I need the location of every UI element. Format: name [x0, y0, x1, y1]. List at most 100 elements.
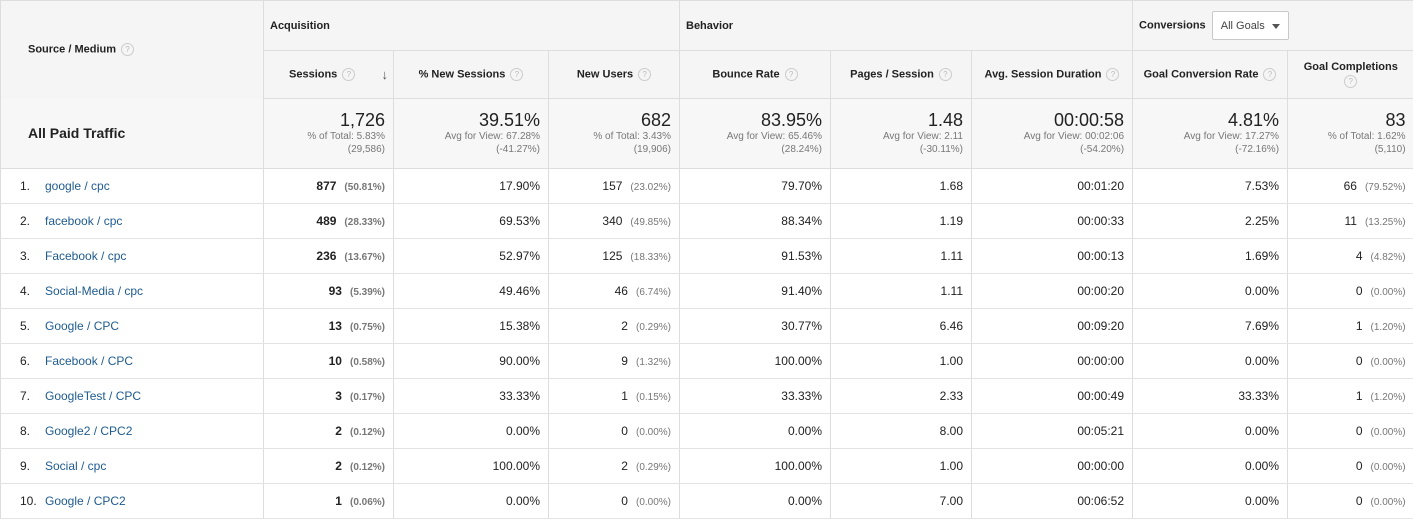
source-medium-link[interactable]: Social-Media / cpc: [45, 284, 144, 298]
table-row: 2. facebook / cpc 489 (28.33%) 69.53% 340 (…: [0, 203, 1413, 239]
source-medium-link[interactable]: Facebook / cpc: [45, 249, 127, 263]
new-users-header-label: New Users: [576, 68, 634, 81]
source-medium-link[interactable]: Facebook / CPC: [45, 354, 134, 368]
source-cell: 5. Google / CPC: [0, 308, 264, 344]
new-users-cell: 340 (49.85%): [548, 203, 680, 239]
sessions-percent: (0.58%): [349, 357, 385, 368]
goal-completions-column-header[interactable]: Goal Completions?: [1287, 50, 1413, 99]
pages-session-cell: 1.00: [830, 343, 972, 379]
help-icon[interactable]: ?: [510, 68, 524, 81]
source-medium-link[interactable]: GoogleTest / CPC: [45, 389, 142, 403]
totals-goal-conv-rate: 4.81% Avg for View: 17.27% (-72.16%): [1132, 98, 1288, 169]
total-note: Avg for View: 2.11: [882, 131, 963, 142]
goal-completions-cell: 0 (0.00%): [1287, 483, 1413, 519]
new-users-value: 46: [614, 284, 628, 298]
totals-new-users: 682% of Total: 3.43% (19,906): [548, 98, 680, 169]
sessions-value: 489: [316, 214, 337, 228]
new-users-column-header[interactable]: New Users?: [548, 50, 680, 99]
table-row: 7. GoogleTest / CPC 3 (0.17%) 33.33% 1 (0.1…: [0, 378, 1413, 414]
goal-completions-percent: (1.20%): [1370, 392, 1406, 403]
help-icon[interactable]: ?: [638, 68, 652, 81]
help-icon[interactable]: ?: [1344, 75, 1358, 89]
goal-conv-rate-cell: 1.69%: [1132, 238, 1288, 274]
new-sessions-column-header[interactable]: % New Sessions?: [393, 50, 549, 99]
total-note: (19,906): [633, 144, 671, 155]
new-users-cell: 46 (6.74%): [548, 273, 680, 309]
sessions-column-header[interactable]: Sessions? ↓: [263, 50, 394, 99]
avg-duration-cell: 00:00:20: [970, 273, 1133, 309]
new-sessions-cell: 15.38%: [393, 308, 549, 344]
row-index: 7.: [20, 389, 31, 403]
sessions-percent: (0.17%): [349, 392, 385, 403]
new-sessions-cell: 52.97%: [393, 238, 549, 274]
help-icon[interactable]: ?: [938, 68, 952, 81]
source-cell: 2. facebook / cpc: [0, 203, 264, 239]
new-sessions-cell: 49.46%: [393, 273, 549, 309]
goal-completions-cell: 1 (1.20%): [1287, 308, 1413, 344]
sessions-value: 10: [328, 354, 342, 368]
new-users-value: 2: [621, 459, 628, 473]
total-note: (-72.16%): [1235, 144, 1280, 155]
goal-select-value: All Goals: [1220, 20, 1265, 32]
help-icon[interactable]: ?: [121, 43, 135, 57]
pages-session-header-label: Pages / Session: [850, 68, 934, 81]
source-medium-link[interactable]: Google / CPC2: [45, 494, 126, 508]
avg-duration-header-label: Avg. Session Duration: [984, 68, 1102, 81]
sessions-percent: (50.81%): [344, 182, 385, 193]
sessions-cell: 236 (13.67%): [263, 238, 394, 274]
total-note: (-30.11%): [919, 144, 963, 155]
goal-select-dropdown[interactable]: All Goals: [1211, 11, 1289, 40]
sessions-cell: 10 (0.58%): [263, 343, 394, 379]
source-medium-link[interactable]: Social / cpc: [45, 459, 107, 473]
sessions-value: 3: [335, 389, 342, 403]
goal-completions-percent: (13.25%): [1364, 217, 1406, 228]
dimension-header[interactable]: Source / Medium?: [0, 0, 264, 99]
goal-completions-percent: (4.82%): [1370, 252, 1406, 263]
table-row: 5. Google / CPC 13 (0.75%) 15.38% 2 (0.29%)…: [0, 308, 1413, 344]
bounce-rate-column-header[interactable]: Bounce Rate?: [679, 50, 831, 99]
totals-pages-session: 1.48 Avg for View: 2.11 (-30.11%): [830, 98, 972, 169]
total-note: (28.24%): [781, 144, 822, 155]
row-index: 9.: [20, 459, 31, 473]
source-medium-link[interactable]: Google / CPC: [45, 319, 120, 333]
new-users-percent: (0.29%): [635, 462, 671, 473]
goal-completions-value: 0: [1355, 494, 1363, 508]
goal-conv-rate-cell: 0.00%: [1132, 273, 1288, 309]
goal-completions-cell: 11 (13.25%): [1287, 203, 1413, 239]
pages-session-cell: 6.46: [830, 308, 972, 344]
total-note: Avg for View: 17.27%: [1183, 131, 1280, 142]
total-value: 39.51%: [478, 110, 540, 130]
acquisition-group-header: Acquisition: [263, 0, 680, 51]
help-icon[interactable]: ?: [342, 68, 356, 81]
sessions-cell: 2 (0.12%): [263, 413, 394, 449]
source-medium-link[interactable]: facebook / cpc: [45, 214, 123, 228]
sort-descending-icon[interactable]: ↓: [381, 67, 389, 82]
avg-duration-cell: 00:06:52: [970, 483, 1133, 519]
goal-conv-rate-cell: 0.00%: [1132, 343, 1288, 379]
bounce-rate-cell: 79.70%: [679, 168, 831, 204]
goal-completions-header-label: Goal Completions: [1303, 60, 1398, 73]
help-icon[interactable]: ?: [1106, 68, 1120, 81]
avg-duration-cell: 00:09:20: [970, 308, 1133, 344]
new-users-value: 2: [621, 319, 628, 333]
row-index: 2.: [20, 214, 31, 228]
sessions-cell: 877 (50.81%): [263, 168, 394, 204]
new-sessions-cell: 100.00%: [393, 448, 549, 484]
table-row: 6. Facebook / CPC 10 (0.58%) 90.00% 9 (1.32…: [0, 343, 1413, 379]
source-medium-link[interactable]: google / cpc: [45, 179, 110, 193]
goal-conv-rate-column-header[interactable]: Goal Conversion Rate?: [1132, 50, 1288, 99]
source-medium-link[interactable]: Google2 / CPC2: [45, 424, 133, 438]
total-value: 83.95%: [760, 110, 822, 130]
goal-completions-percent: (0.00%): [1370, 287, 1406, 298]
goal-completions-value: 0: [1355, 459, 1363, 473]
pages-session-column-header[interactable]: Pages / Session?: [830, 50, 972, 99]
avg-duration-cell: 00:00:33: [970, 203, 1133, 239]
pages-session-cell: 2.33: [830, 378, 972, 414]
total-note: % of Total: 5.83%: [307, 131, 385, 142]
help-icon[interactable]: ?: [1263, 68, 1277, 81]
goal-completions-value: 11: [1344, 214, 1357, 228]
bounce-rate-cell: 0.00%: [679, 413, 831, 449]
avg-duration-column-header[interactable]: Avg. Session Duration?: [970, 50, 1133, 99]
row-index: 3.: [20, 249, 31, 263]
help-icon[interactable]: ?: [784, 68, 798, 81]
